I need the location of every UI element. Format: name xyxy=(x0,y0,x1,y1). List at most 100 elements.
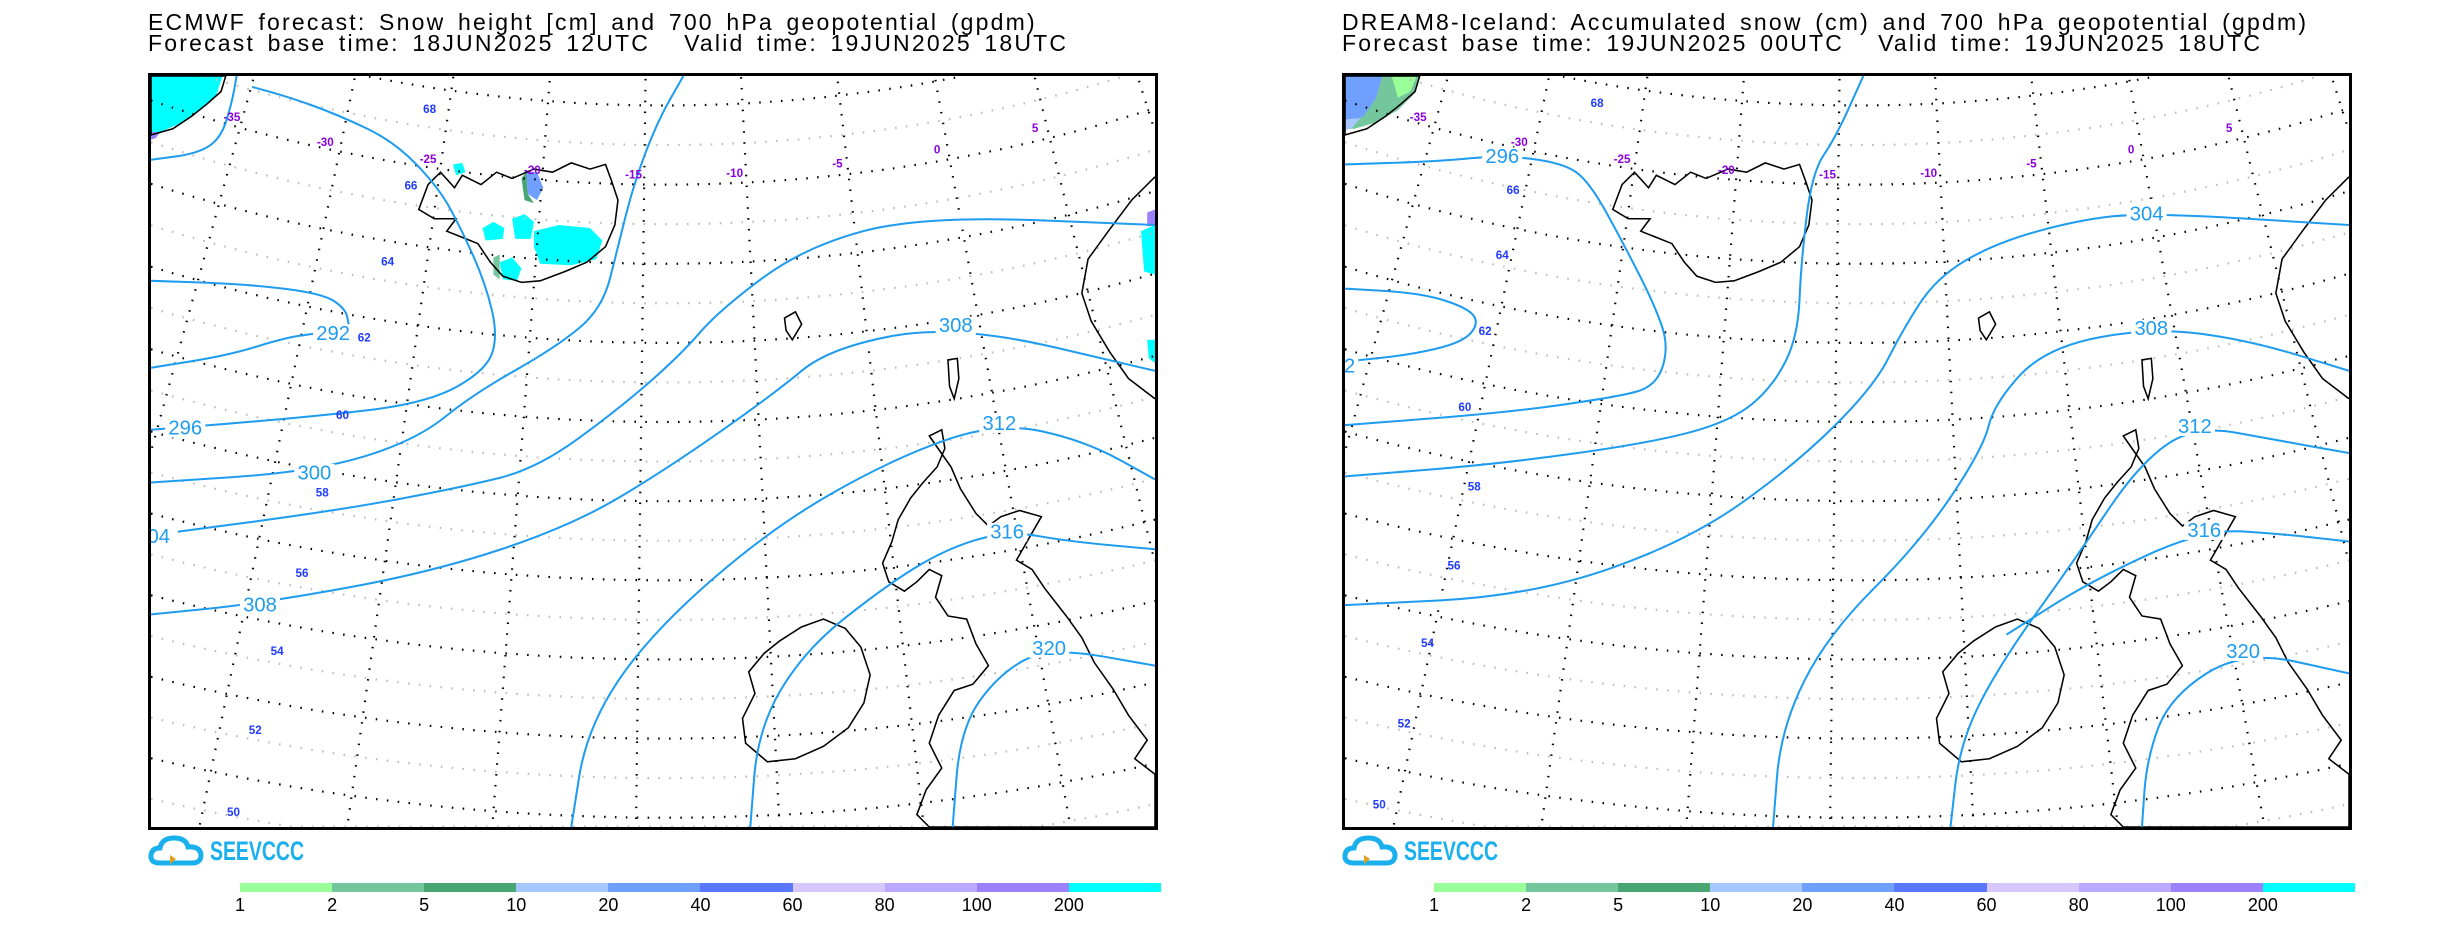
latitude-label: 68 xyxy=(1591,97,1604,110)
geopotential-contour xyxy=(151,331,1155,616)
coastline-norway xyxy=(2275,176,2349,400)
valid-time: Valid time: 19JUN2025 18UTC xyxy=(1878,30,2263,56)
geopotential-contour xyxy=(1949,429,2349,827)
ecmwf-panel: ECMWF forecast: Snow height [cm] and 700… xyxy=(148,0,1168,925)
longitude-label: -35 xyxy=(224,111,241,124)
snow-area xyxy=(512,214,534,239)
contour-label: 296 xyxy=(168,417,202,439)
cloud-icon xyxy=(1342,835,1398,866)
legend-label: 20 xyxy=(1792,895,1813,915)
latitude-line xyxy=(1399,76,2319,147)
latitude-line xyxy=(151,757,1155,819)
geopotential-contour xyxy=(151,218,1155,537)
legend-swatch: 100 xyxy=(2156,883,2263,915)
seevccc-logo: SEEVCCC xyxy=(148,834,341,868)
geopotential-contour xyxy=(1345,76,1865,478)
contour-label: 308 xyxy=(2134,318,2168,340)
legend-label: 40 xyxy=(690,895,711,915)
geopotential-contour xyxy=(151,76,685,484)
latitude-line xyxy=(151,265,1155,344)
meridian-line xyxy=(1685,80,1745,824)
legend-label: 40 xyxy=(1884,895,1905,915)
latitude-line xyxy=(1345,265,2349,344)
latitude-label: 56 xyxy=(296,567,309,580)
latitude-line xyxy=(1345,594,2349,661)
latitude-line xyxy=(1345,635,2349,701)
contour-label: 316 xyxy=(2187,520,2221,542)
contour-label-background xyxy=(2174,417,2215,436)
coastline-faroe xyxy=(783,310,803,342)
coastline-britain xyxy=(881,428,1155,827)
legend-swatch: 20 xyxy=(1792,883,1895,915)
coastline-faroe xyxy=(1977,310,1997,342)
legend-swatch: 200 xyxy=(2248,883,2355,915)
geopotential-contour xyxy=(951,651,1155,827)
coastline-britain xyxy=(2075,428,2349,827)
latitude-label: 52 xyxy=(249,724,262,737)
legend-label: 10 xyxy=(506,895,527,915)
longitude-label: -15 xyxy=(625,168,642,181)
contour-label: 308 xyxy=(243,594,277,616)
contour-label-background xyxy=(979,414,1020,433)
map-subtitle: Forecast base time: 18JUN2025 12UTC Valid… xyxy=(148,31,1102,55)
legend-label: 100 xyxy=(2155,895,2186,915)
map-subtitle: Forecast base time: 19JUN2025 00UTC Valid… xyxy=(1342,31,2296,55)
latitude-line xyxy=(151,635,1155,701)
meridian-line xyxy=(491,80,551,824)
latitude-label: 62 xyxy=(1479,325,1492,338)
meridian-line xyxy=(934,79,1072,826)
snow-area xyxy=(1345,117,1361,131)
legend-swatch: 60 xyxy=(1977,883,2079,915)
longitude-label: -25 xyxy=(1614,153,1631,166)
latitude-label: 60 xyxy=(336,409,349,422)
contour-label-background xyxy=(1029,639,1070,658)
cloud-icon xyxy=(148,835,204,866)
contour-label-background xyxy=(313,324,354,343)
meridian-line xyxy=(1137,80,1155,129)
longitude-label: -30 xyxy=(317,136,334,149)
geopotential-contour xyxy=(151,332,315,369)
legend-label: 1 xyxy=(1428,895,1440,915)
latitude-line xyxy=(1345,306,2349,384)
legend-label: 100 xyxy=(961,895,992,915)
longitude-label: -20 xyxy=(1718,164,1735,177)
legend-label: 60 xyxy=(782,895,803,915)
meridian-line xyxy=(1033,77,1155,560)
longitude-label: -10 xyxy=(726,167,743,180)
latitude-line xyxy=(151,99,1155,186)
geopotential-contour xyxy=(1345,213,2349,607)
contour-label-background xyxy=(1345,356,1359,376)
logo-text: SEEVCCC xyxy=(210,835,304,866)
legend-swatch: 100 xyxy=(962,883,1069,915)
longitude-label: -35 xyxy=(1410,111,1427,124)
contour-label-background xyxy=(165,418,206,438)
geopotential-contour xyxy=(1772,330,2349,827)
legend-swatch: 5 xyxy=(419,883,517,915)
latitude-line xyxy=(368,76,961,107)
snow-color-legend: 1 2 5 10 20 40 60 80 100 200 xyxy=(1429,883,2355,915)
contour-label-background xyxy=(1482,147,1523,166)
meridian-line xyxy=(1345,79,1449,452)
latitude-label: 60 xyxy=(1458,401,1471,414)
latitude-label: 50 xyxy=(227,806,240,819)
longitude-label: -20 xyxy=(524,164,541,177)
meridian-line xyxy=(2331,80,2349,129)
latitude-line xyxy=(1345,675,2349,740)
longitude-label: -5 xyxy=(2026,158,2037,171)
longitude-label: -10 xyxy=(1920,167,1937,180)
contour-label: 320 xyxy=(1032,638,1066,660)
base-time: Forecast base time: 19JUN2025 00UTC xyxy=(1342,30,1845,56)
meridian-line xyxy=(198,78,356,827)
coastline-norway xyxy=(1081,176,1155,400)
legend-swatch: 40 xyxy=(690,883,793,915)
snow-area xyxy=(1147,209,1155,227)
latitude-line xyxy=(205,76,1125,147)
latitude-label: 50 xyxy=(1373,798,1386,811)
latitude-line xyxy=(151,675,1155,740)
contour-label: 292 xyxy=(316,323,350,345)
longitude-label: 5 xyxy=(1032,122,1039,135)
legend-label: 5 xyxy=(419,895,430,915)
latitude-line xyxy=(1345,224,2349,305)
latitude-line xyxy=(1345,348,2349,424)
latitude-label: 68 xyxy=(423,103,436,116)
